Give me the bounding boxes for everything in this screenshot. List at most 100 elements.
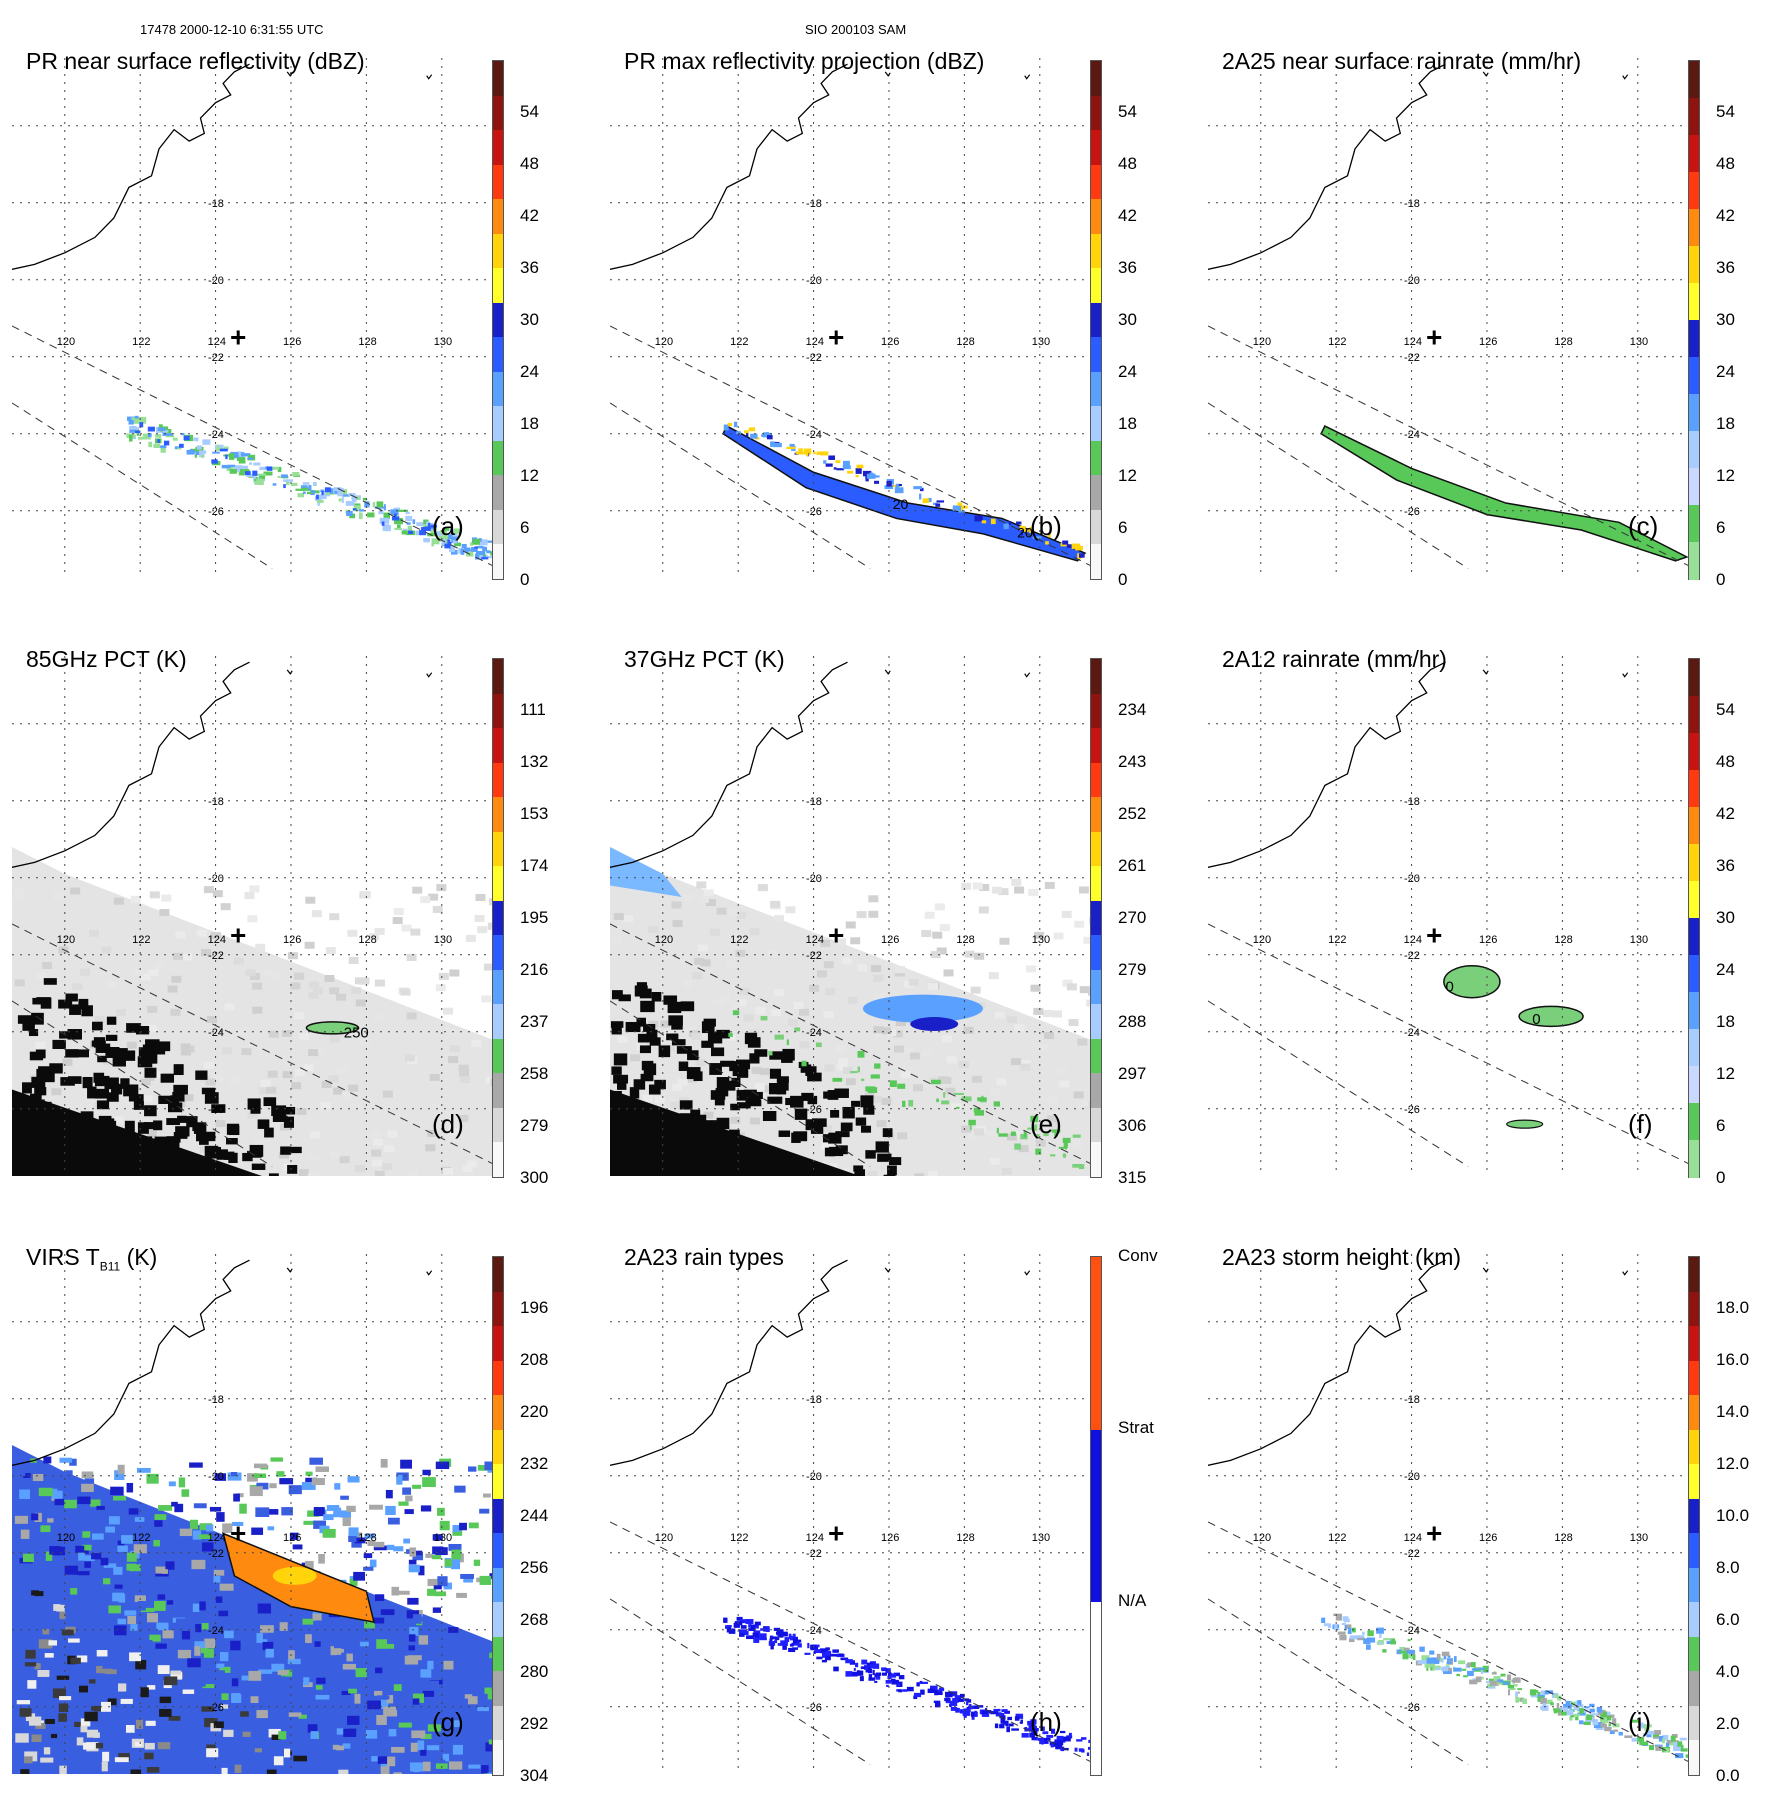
virs-pixel — [243, 1732, 251, 1737]
colorbar-segment — [1689, 61, 1699, 99]
virs-pixel — [347, 1716, 359, 1725]
tb-pixel — [696, 881, 706, 888]
tb-pixel — [53, 893, 63, 900]
panel-title: 2A12 rainrate (mm/hr) — [1222, 646, 1447, 673]
masked-pixel — [287, 1165, 297, 1174]
virs-pixel — [156, 1623, 168, 1631]
virs-pixel — [126, 1725, 135, 1733]
tb-pixel — [979, 906, 989, 913]
tb-pixel — [989, 972, 999, 979]
echo-pixel — [1015, 1716, 1020, 1721]
echo-pixel — [1367, 1637, 1375, 1642]
masked-pixel — [264, 1128, 274, 1138]
virs-pixel — [158, 1742, 171, 1749]
echo-pixel — [733, 1010, 739, 1015]
virs-pixel — [118, 1465, 125, 1474]
colorbar-tick-label: 258 — [520, 1064, 548, 1084]
virs-pixel — [57, 1676, 69, 1680]
echo-pixel — [787, 1039, 789, 1045]
panel-title-suffix: (K) — [120, 1244, 157, 1270]
echo-pixel — [955, 1708, 960, 1713]
colorbar — [1090, 658, 1102, 1178]
panel-letter: (h) — [1030, 1707, 1062, 1738]
virs-pixel — [483, 1493, 491, 1497]
virs-pixel — [400, 1460, 412, 1469]
virs-pixel — [20, 1769, 29, 1774]
colorbar-segment — [1689, 246, 1699, 284]
virs-pixel — [109, 1516, 120, 1524]
colorbar-segment — [1091, 234, 1101, 269]
tb-pixel — [999, 938, 1009, 945]
masked-pixel — [60, 1077, 74, 1086]
tb-pixel — [744, 1014, 754, 1021]
lon-label: 120 — [1253, 1532, 1271, 1544]
tb-pixel — [182, 953, 192, 960]
echo-pixel — [1038, 1738, 1045, 1741]
tb-pixel — [1014, 1024, 1024, 1031]
echo-pixel — [402, 530, 407, 534]
echo-pixel — [937, 1692, 942, 1695]
virs-pixel — [334, 1648, 342, 1655]
colorbar-segment — [1091, 406, 1101, 441]
colorbar-segment — [1689, 1464, 1699, 1499]
storm-center-icon — [829, 331, 843, 345]
echo-pixel — [1034, 1738, 1038, 1740]
virs-pixel — [268, 1509, 278, 1515]
virs-pixel — [479, 1509, 489, 1514]
echo-pixel — [1469, 1680, 1477, 1685]
virs-pixel — [51, 1575, 60, 1580]
panel-letter: (a) — [432, 511, 464, 542]
virs-pixel — [221, 1693, 228, 1700]
virs-pixel — [33, 1474, 43, 1481]
virs-pixel — [480, 1576, 492, 1585]
tb-pixel — [1014, 887, 1024, 894]
echo-pixel — [1044, 1738, 1051, 1741]
masked-pixel — [614, 1053, 627, 1065]
colorbar-tick-label: 6 — [520, 518, 529, 538]
tb-pixel — [72, 983, 82, 990]
echo-pixel — [464, 548, 471, 551]
colorbar-tick-label: 42 — [1716, 206, 1735, 226]
virs-pixel — [434, 1585, 442, 1589]
virs-pixel — [127, 1553, 137, 1562]
tb-pixel — [308, 1049, 318, 1056]
masked-pixel — [830, 1110, 839, 1118]
virs-pixel — [15, 1733, 28, 1742]
echo-pixel — [217, 445, 219, 448]
echo-pixel — [313, 482, 317, 485]
echo-pixel — [1087, 1752, 1089, 1756]
echo-pixel — [1481, 1670, 1483, 1674]
tb-pixel — [785, 906, 795, 913]
tb-pixel — [868, 1171, 878, 1176]
virs-pixel — [370, 1560, 377, 1568]
tb-pixel — [894, 1046, 904, 1053]
contour-label: 0 — [1532, 1011, 1540, 1028]
tb-pixel — [213, 890, 223, 897]
virs-pixel — [135, 1660, 146, 1669]
tb-pixel — [375, 1171, 385, 1176]
tb-pixel — [450, 1045, 460, 1052]
virs-pixel — [45, 1719, 55, 1724]
colorbar-segment — [1689, 807, 1699, 845]
tb-pixel — [436, 884, 446, 891]
tb-pixel — [246, 969, 256, 976]
echo-pixel — [956, 1107, 959, 1109]
colorbar-segment — [1091, 832, 1101, 867]
lon-label: 120 — [655, 934, 673, 946]
virs-pixel — [284, 1749, 290, 1758]
colorbar — [1090, 1256, 1102, 1776]
virs-pixel — [180, 1529, 192, 1536]
virs-pixel — [242, 1676, 249, 1681]
colorbar-tick-label: 36 — [1118, 258, 1137, 278]
echo-pixel — [807, 1643, 809, 1648]
echo-pixel — [952, 1698, 958, 1702]
virs-pixel — [445, 1559, 452, 1567]
virs-pixel — [420, 1750, 426, 1756]
echo-pixel — [845, 1659, 853, 1663]
virs-pixel — [165, 1561, 174, 1569]
virs-pixel — [230, 1654, 242, 1663]
